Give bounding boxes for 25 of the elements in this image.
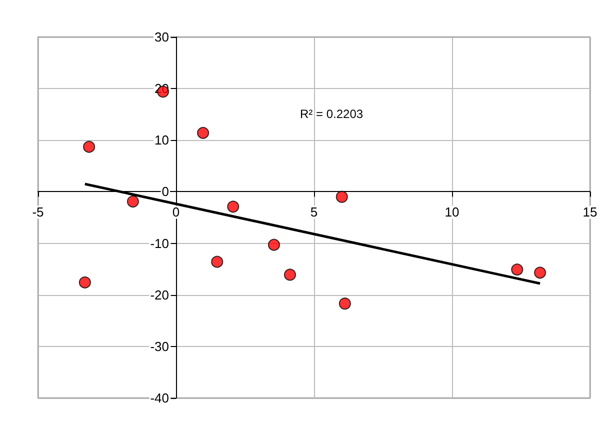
y-tick-label: -20 [150, 287, 169, 302]
x-tick-label: 15 [582, 204, 598, 220]
point [284, 268, 296, 281]
x-tick-label: 0 [172, 204, 180, 220]
point [534, 266, 546, 279]
point [197, 126, 210, 139]
point [126, 196, 139, 208]
y-tick-label: 10 [154, 132, 169, 148]
y-tick-label: 30 [154, 30, 169, 44]
point [268, 238, 280, 251]
x-tick-label: 10 [444, 204, 460, 220]
y-tick-label: -40 [150, 390, 169, 406]
point [211, 256, 224, 268]
annotation: R² = 0.2203 [300, 107, 364, 121]
y-tick-label: -30 [150, 338, 169, 354]
y-tick-label: 0 [162, 184, 169, 200]
point [336, 190, 348, 203]
x-tick-label: 5 [310, 204, 318, 220]
point [511, 264, 524, 276]
point [338, 298, 351, 310]
point [78, 276, 91, 288]
y-tick-label: -10 [150, 236, 169, 251]
point [83, 140, 96, 153]
point [227, 200, 240, 213]
x-tick-label: -5 [32, 204, 44, 220]
